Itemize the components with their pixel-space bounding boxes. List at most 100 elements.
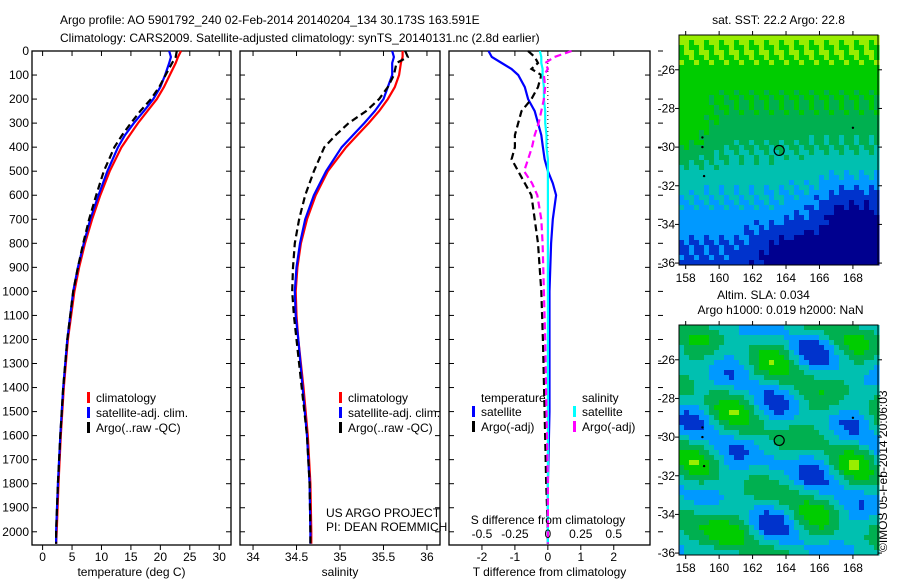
legend-swatch (472, 406, 475, 417)
x-tick-label: 1 (577, 550, 584, 564)
x-tick-label: 164 (776, 561, 796, 575)
series-line-climatology (294, 51, 404, 544)
sst-map: 158 160 162 164 166 168 -26 -28 -30 -32 -34 -36 sat.… (658, 13, 882, 285)
coast-dot (701, 435, 704, 439)
y-tick-label: -26 (658, 63, 676, 77)
project-annotation: PI: DEAN ROEMMICH (326, 520, 447, 534)
y-tick-label: -30 (658, 430, 676, 444)
legend-swatch (87, 407, 90, 418)
y-tick-label: 500 (9, 164, 29, 178)
x-tick-label: 5 (69, 550, 76, 564)
legend-header-temperature: temperature (481, 391, 546, 405)
y-tick-label: 1000 (2, 284, 29, 298)
legend-label: Argo(..raw -QC) (96, 421, 181, 435)
series-line-argo-raw-qc- (54, 50, 178, 544)
y-tick-label: -32 (658, 469, 676, 483)
legend-label: satellite-adj. clim. (96, 406, 188, 420)
series-line-t-argo-adj- (510, 50, 550, 544)
plot-frame (239, 50, 441, 546)
map-frame (678, 324, 879, 556)
map-raster (679, 325, 880, 556)
x-tick-label: 166 (809, 271, 829, 285)
x-tick-label: 35.5 (372, 550, 396, 564)
series-line-t-satellite (487, 50, 558, 544)
y-tick-label: 1200 (2, 332, 29, 346)
x-tick-label: 36 (420, 550, 434, 564)
argo-location-marker (773, 144, 785, 157)
coast-dot (702, 464, 706, 468)
y-tick-label: 1500 (2, 405, 29, 419)
y-tick-label: -28 (658, 391, 676, 405)
x-tick-label: 164 (776, 271, 796, 285)
x-tick-label: 158 (676, 271, 696, 285)
argo-location-marker (773, 434, 785, 447)
y-tick-label: 1600 (2, 429, 29, 443)
legend-swatch (339, 422, 342, 433)
x2-axis-label: S difference from climatology (471, 513, 626, 527)
y-tick-label: 900 (9, 260, 29, 274)
x-axis-label: salinity (322, 565, 359, 579)
coast-dot (851, 126, 855, 129)
x-tick-label: 30 (213, 550, 227, 564)
series-line-climatology (55, 50, 182, 544)
coast-dot (701, 426, 704, 429)
plot-frame (448, 50, 651, 546)
salinity-profile: 34 34.5 35 35.5 36 salinity climatologysatelli… (239, 50, 447, 579)
legend-swatch (339, 407, 342, 418)
x2-tick-label: -0.25 (501, 527, 529, 541)
x-tick-label: 158 (676, 561, 696, 575)
y-tick-label: 700 (9, 212, 29, 226)
legend-label: climatology (96, 391, 156, 405)
x2-tick-label: -0.5 (472, 527, 493, 541)
coast-dot (702, 174, 706, 178)
x-tick-label: 162 (743, 561, 763, 575)
legend-swatch (573, 406, 576, 417)
map-frame (678, 34, 879, 266)
legend-swatch (472, 421, 475, 432)
y-tick-label: -36 (658, 546, 676, 560)
y-tick-label: 1400 (2, 381, 29, 395)
y-tick-label: -32 (658, 179, 676, 193)
plot-frame (31, 50, 232, 546)
x-tick-label: -1 (510, 550, 521, 564)
x2-tick-label: 0.5 (605, 527, 622, 541)
x-tick-label: 166 (809, 561, 829, 575)
sla-map: 158 160 162 164 166 168 -26 -28 -30 -32 -34 -36 Alti… (658, 288, 882, 575)
y-tick-label: 2000 (2, 525, 29, 539)
x-tick-label: 25 (183, 550, 197, 564)
figure-title-line2: Climatology: CARS2009. Satellite-adjuste… (60, 31, 540, 45)
legend-label: Argo(..raw -QC) (348, 421, 433, 435)
legend-label: satellite-adj. clim. (348, 406, 440, 420)
project-annotation: US ARGO PROJECT (326, 506, 441, 520)
x-tick-label: 20 (154, 550, 168, 564)
x-tick-label: 168 (843, 271, 863, 285)
series-line-s-satellite (538, 50, 550, 544)
x-tick-label: 160 (709, 561, 729, 575)
x-tick-label: 168 (843, 561, 863, 575)
y-tick-label: 0 (22, 44, 29, 58)
coast-dot (851, 416, 855, 419)
x-tick-label: 34 (246, 550, 260, 564)
map-subtitle: Argo h1000: 0.019 h2000: NaN (697, 303, 863, 317)
legend-header-salinity: salinity (582, 391, 619, 405)
y-tick-label: -28 (658, 101, 676, 115)
x-tick-label: 162 (743, 271, 763, 285)
map-title: sat. SST: 22.2 Argo: 22.8 (712, 13, 845, 27)
y-tick-label: 800 (9, 236, 29, 250)
series-line-satellite-adj-clim- (293, 50, 396, 544)
figure-title-line1: Argo profile: AO 5901792_240 02-Feb-2014… (60, 13, 480, 27)
legend-label: Argo(-adj) (481, 420, 534, 434)
y-tick-label: 1700 (2, 453, 29, 467)
legend-swatch (87, 392, 90, 403)
x-tick-label: 34.5 (285, 550, 309, 564)
legend-label: satellite (582, 405, 623, 419)
x-axis-label: T difference from climatology (473, 565, 627, 579)
y-tick-label: 1300 (2, 357, 29, 371)
y-tick-label: -36 (658, 256, 676, 270)
y-tick-label: -30 (658, 140, 676, 154)
coast-dot (701, 145, 704, 149)
x-axis-label: temperature (deg C) (77, 565, 185, 579)
legend-label: climatology (348, 391, 408, 405)
